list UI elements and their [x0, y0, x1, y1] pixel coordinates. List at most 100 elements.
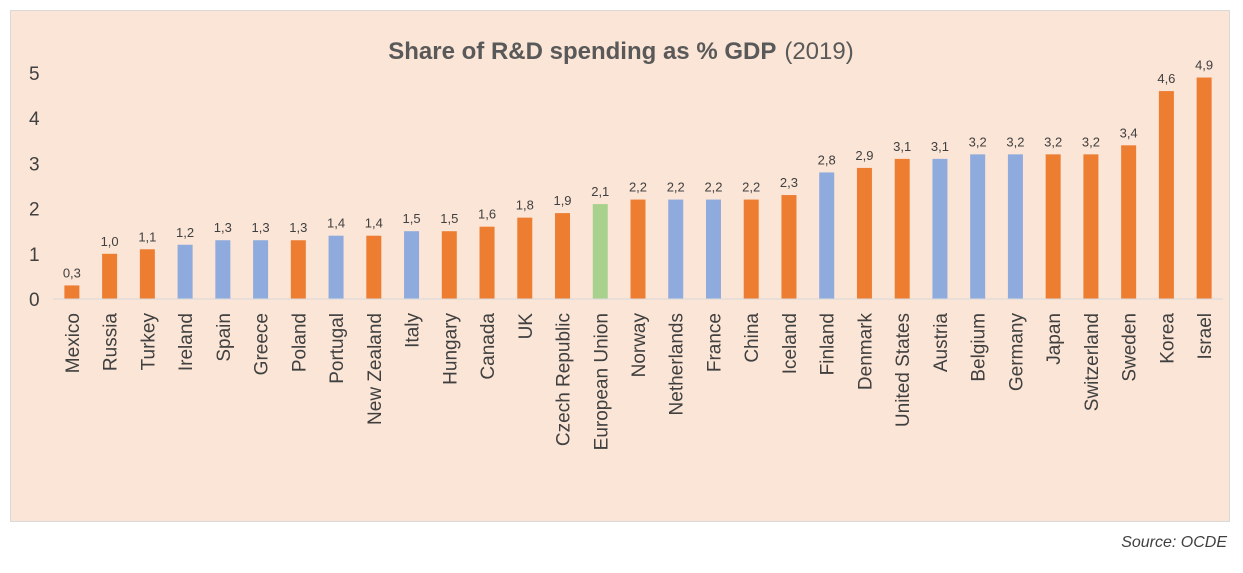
data-label: 1,0 [101, 234, 119, 249]
x-tick-label: Turkey [138, 313, 159, 371]
x-tick-label: France [704, 313, 725, 372]
y-tick-label: 3 [29, 154, 40, 175]
x-tick-label: China [742, 313, 763, 363]
x-tick-label: Netherlands [667, 313, 688, 415]
bar-turkey [139, 249, 155, 299]
bar-poland [290, 240, 306, 299]
data-label: 1,6 [478, 207, 496, 222]
bar-finland [819, 172, 835, 299]
data-label: 2,3 [780, 175, 798, 190]
bar-mexico [64, 285, 80, 299]
y-tick-label: 5 [29, 64, 40, 85]
bar-denmark [856, 167, 872, 299]
data-label: 2,1 [591, 184, 609, 199]
data-label: 4,6 [1157, 71, 1175, 86]
x-tick-label: Canada [478, 313, 499, 380]
data-label: 1,3 [214, 220, 232, 235]
bar-switzerland [1083, 154, 1099, 299]
y-axis: 0 1 2 3 4 5 [29, 64, 40, 311]
y-tick-label: 1 [29, 245, 40, 266]
data-label: 3,2 [969, 134, 987, 149]
y-tick-label: 4 [29, 109, 40, 130]
bar-italy [404, 231, 420, 299]
data-label: 1,3 [289, 220, 307, 235]
x-tick-label: European Union [591, 313, 612, 450]
data-label: 2,8 [818, 152, 836, 167]
bar-european-union [592, 204, 608, 299]
y-tick-label: 2 [29, 200, 40, 221]
bar-portugal [328, 235, 344, 299]
data-label: 1,4 [365, 216, 383, 231]
x-tick-label: Czech Republic [554, 313, 575, 446]
x-tick-label: Russia [101, 313, 122, 372]
data-label: 2,2 [629, 180, 647, 195]
data-label: 1,1 [138, 229, 156, 244]
bars [64, 77, 1212, 300]
x-tick-label: Korea [1157, 313, 1178, 364]
data-label: 3,1 [893, 139, 911, 154]
x-tick-label: Mexico [63, 313, 84, 373]
x-tick-label: Hungary [440, 313, 461, 385]
bar-norway [630, 199, 646, 299]
bar-france [705, 199, 721, 299]
data-label: 2,2 [742, 180, 760, 195]
x-tick-label: UK [516, 313, 537, 340]
bar-israel [1196, 77, 1212, 300]
x-tick-label: Switzerland [1082, 313, 1103, 411]
x-tick-label: United States [893, 313, 914, 427]
source-note: Source: OCDE [1121, 534, 1227, 551]
data-label: 1,8 [516, 198, 534, 213]
data-label: 0,3 [63, 265, 81, 280]
x-tick-label: Denmark [855, 313, 876, 391]
x-tick-label: Italy [403, 313, 424, 348]
x-tick-label: Portugal [327, 313, 348, 384]
bar-china [743, 199, 759, 299]
data-labels: 0,3 1,0 1,1 1,2 1,3 1,3 1,3 1,4 1,4 1,5 1,5 1,6 1,8 1… [63, 58, 1213, 281]
chart-frame: Share of R&D spending as % GDP (2019) 0 1 2… [10, 10, 1230, 522]
data-label: 1,5 [403, 211, 421, 226]
bar-canada [479, 226, 495, 299]
bar-japan [1045, 154, 1061, 299]
bar-sweden [1121, 145, 1137, 299]
chart-title-main: Share of R&D spending as % GDP [388, 38, 776, 65]
bar-spain [215, 240, 231, 299]
data-label: 2,2 [667, 180, 685, 195]
data-label: 3,2 [1006, 134, 1024, 149]
chart-title: Share of R&D spending as % GDP (2019) [388, 38, 853, 65]
x-tick-label: Ireland [176, 313, 197, 371]
data-label: 1,9 [553, 193, 571, 208]
bar-uk [517, 217, 533, 299]
chart-title-year: (2019) [784, 38, 853, 65]
bar-czech-republic [555, 213, 571, 299]
x-tick-label: Germany [1006, 313, 1027, 392]
bar-austria [932, 158, 948, 299]
bar-netherlands [668, 199, 684, 299]
x-tick-label: New Zealand [365, 313, 386, 425]
data-label: 1,2 [176, 225, 194, 240]
x-axis: Mexico Russia Turkey Ireland Spain Greece Pola… [63, 313, 1216, 451]
bar-russia [102, 253, 118, 299]
x-tick-label: Austria [931, 313, 952, 373]
x-tick-label: Belgium [969, 313, 990, 382]
data-label: 2,9 [855, 148, 873, 163]
bar-united-states [894, 158, 910, 299]
x-tick-label: Finland [818, 313, 839, 375]
data-label: 3,4 [1120, 125, 1138, 140]
bar-ireland [177, 244, 193, 299]
bar-new-zealand [366, 235, 382, 299]
data-label: 3,2 [1082, 134, 1100, 149]
bar-greece [253, 240, 269, 299]
bar-iceland [781, 195, 797, 299]
data-label: 3,1 [931, 139, 949, 154]
bar-chart: Share of R&D spending as % GDP (2019) 0 1 2… [29, 38, 1223, 451]
x-tick-label: Greece [252, 313, 273, 375]
bar-germany [1007, 154, 1023, 299]
y-tick-label: 0 [29, 290, 40, 311]
data-label: 1,3 [252, 220, 270, 235]
x-tick-label: Spain [214, 313, 235, 362]
data-label: 2,2 [704, 180, 722, 195]
bar-korea [1158, 91, 1174, 299]
data-label: 4,9 [1195, 58, 1213, 73]
x-tick-label: Norway [629, 313, 650, 378]
x-tick-label: Iceland [780, 313, 801, 374]
